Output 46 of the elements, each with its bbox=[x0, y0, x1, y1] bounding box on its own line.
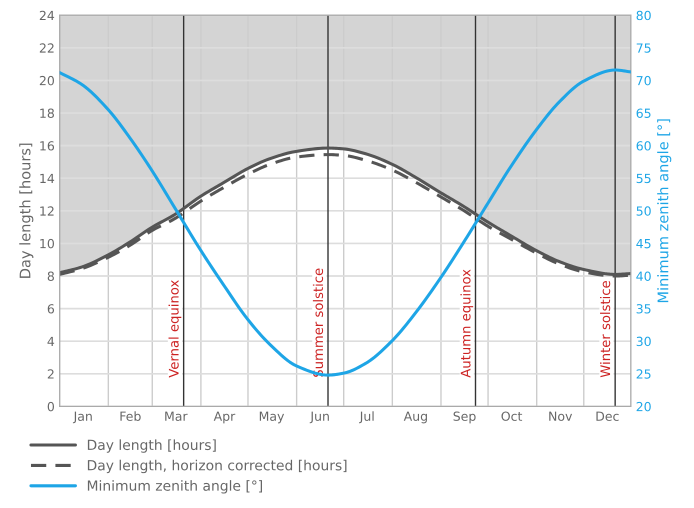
x-tick-label: Aug bbox=[404, 412, 427, 424]
legend-label: Minimum zenith angle [°] bbox=[88, 480, 262, 494]
x-tick-label: Apr bbox=[214, 412, 236, 424]
x-tick-label: Mar bbox=[165, 412, 188, 421]
y-tick-label: 14 bbox=[40, 174, 54, 183]
y2-tick-label: 70 bbox=[636, 76, 651, 86]
y-tick-label: 6 bbox=[48, 304, 54, 314]
y-tick-label: 22 bbox=[40, 43, 54, 53]
y2-tick-label: 75 bbox=[636, 43, 651, 53]
ref-line-label: Vernal equinox bbox=[168, 280, 182, 378]
y2-tick-label: 60 bbox=[636, 141, 651, 151]
x-tick-label: Dec bbox=[596, 412, 619, 421]
y2-tick-label: 50 bbox=[636, 206, 651, 216]
y-tick-label: 12 bbox=[40, 206, 54, 216]
legend-label: Day length [hours] bbox=[88, 439, 216, 453]
y2-tick-label: 80 bbox=[636, 10, 651, 20]
y-tick-label: 8 bbox=[48, 271, 54, 281]
y-tick-label: 4 bbox=[47, 336, 54, 346]
y2-axis-title: Minimum zenith angle [°] bbox=[657, 119, 672, 302]
x-tick-label: Feb bbox=[120, 411, 141, 421]
y-tick-label: 0 bbox=[48, 402, 54, 412]
x-tick-label: Oct bbox=[501, 411, 522, 421]
y-tick-label: 20 bbox=[40, 76, 54, 86]
y-tick-label: 24 bbox=[40, 10, 54, 20]
ref-line-label: Winter solstice bbox=[600, 281, 610, 378]
legend-label: Day length, horizon corrected [hours] bbox=[88, 460, 346, 474]
x-tick-label: Jun bbox=[310, 412, 329, 424]
y2-tick-label: 40 bbox=[636, 271, 651, 281]
x-tick-label: Jan bbox=[72, 412, 92, 424]
y2-tick-label: 45 bbox=[636, 239, 651, 248]
y2-tick-label: 35 bbox=[636, 304, 651, 314]
y2-tick-label: 65 bbox=[636, 108, 651, 118]
y2-tick-label: 25 bbox=[636, 369, 651, 379]
ref-line-label: Autumn equinox bbox=[460, 269, 474, 378]
y2-tick-label: 30 bbox=[636, 336, 651, 346]
y2-tick-label: 55 bbox=[636, 174, 651, 184]
x-tick-label: Sep bbox=[454, 411, 476, 424]
y-axis-title: Day length [hours] bbox=[19, 144, 34, 278]
y-tick-label: 10 bbox=[40, 238, 54, 248]
y-tick-label: 18 bbox=[40, 108, 54, 118]
y-tick-label: 2 bbox=[48, 369, 54, 379]
x-tick-label: Jul bbox=[359, 411, 374, 424]
y2-tick-label: 20 bbox=[636, 402, 651, 412]
x-tick-label: Nov bbox=[549, 412, 572, 421]
y-tick-label: 16 bbox=[40, 141, 54, 151]
x-tick-label: May bbox=[260, 412, 284, 424]
